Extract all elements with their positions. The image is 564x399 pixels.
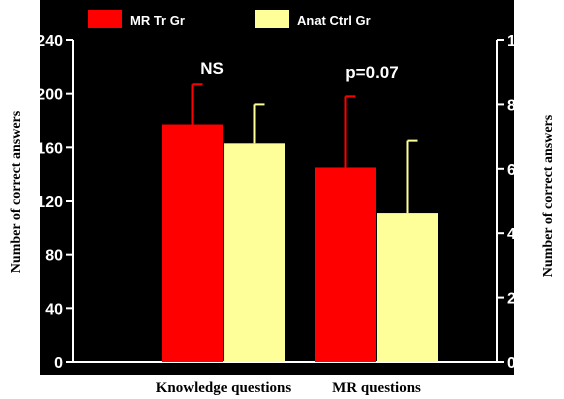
y-axis-left-label: Number of correct answers: [9, 110, 24, 273]
legend: MR Tr Gr Anat Ctrl Gr: [88, 10, 371, 28]
y-right-tick-label: 100: [507, 33, 534, 50]
y-left-tick-label: 240: [36, 33, 63, 50]
legend-label: MR Tr Gr: [130, 13, 185, 28]
bar: [377, 213, 438, 362]
y-left-tick-label: 160: [36, 140, 63, 157]
bar: [224, 143, 285, 362]
x-tick-label: Knowledge questions: [156, 380, 292, 396]
y-left-tick-label: 40: [45, 301, 63, 318]
annotation-p-value: p=0.07: [345, 63, 398, 82]
y-left-tick-label: 120: [36, 194, 63, 211]
bars-group: Knowledge questions MR questions: [156, 83, 438, 396]
legend-swatch: [255, 10, 289, 28]
y-axis-right-label: Number of correct answers: [541, 114, 556, 277]
y-right-tick-label: 80: [507, 97, 525, 114]
bar: [315, 167, 376, 362]
legend-swatch: [88, 10, 122, 28]
legend-label: Anat Ctrl Gr: [297, 13, 371, 28]
y-left-tick-label: 80: [45, 248, 63, 265]
bar: [162, 124, 223, 363]
y-right-tick-label: 0: [507, 355, 516, 372]
annotation-ns: NS: [200, 59, 224, 78]
y-right-tick-label: 20: [507, 291, 525, 308]
y-left-tick-label: 0: [54, 355, 63, 372]
y-left-tick-label: 200: [36, 87, 63, 104]
x-tick-label: MR questions: [332, 380, 421, 396]
y-right-tick-label: 40: [507, 226, 525, 243]
y-right-tick-label: 60: [507, 162, 525, 179]
